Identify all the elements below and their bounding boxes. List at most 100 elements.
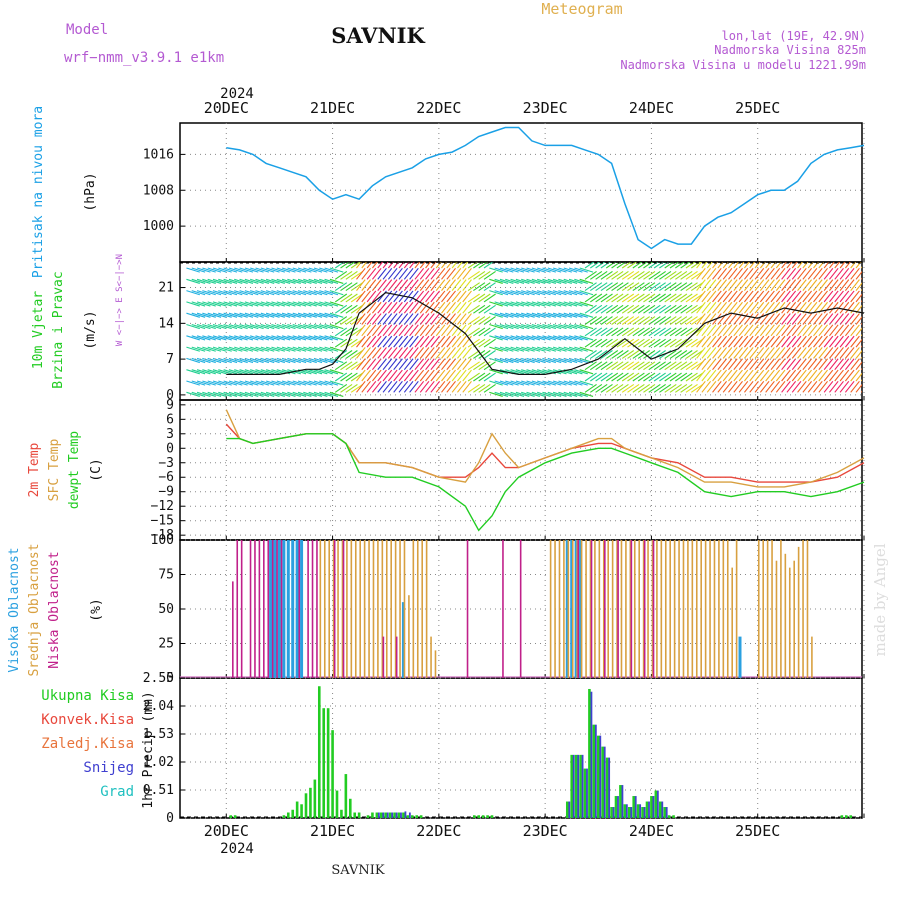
wind-barb <box>563 301 578 307</box>
wind-barb <box>239 267 254 273</box>
wind-barb <box>510 380 525 386</box>
wind-barb <box>467 327 480 337</box>
wind-barb <box>435 335 446 348</box>
wind-barb <box>738 358 749 371</box>
wind-barb <box>637 282 651 292</box>
wind-barb <box>600 383 613 393</box>
wind-barb <box>387 301 398 314</box>
wind-barb <box>659 338 672 348</box>
wind-barb <box>839 313 850 325</box>
wind-barb <box>839 301 850 314</box>
wind-barb <box>281 290 296 296</box>
wind-barb <box>462 380 472 393</box>
wind-barb <box>552 391 567 397</box>
wind-barb <box>366 279 377 291</box>
wind-barb <box>313 278 328 284</box>
wind-barb <box>616 282 629 292</box>
wind-barb <box>303 312 317 318</box>
wind-barb <box>637 293 651 303</box>
wind-barb <box>377 279 387 291</box>
wind-barb <box>207 312 222 318</box>
wind-barb <box>186 267 200 273</box>
wind-barb <box>319 369 333 375</box>
wind-barb <box>579 369 594 375</box>
wind-barb <box>637 270 651 280</box>
wind-barb <box>728 347 738 359</box>
wind-barb <box>834 301 844 314</box>
wind-barb <box>791 347 802 359</box>
wind-barb <box>425 347 435 359</box>
wind-barb <box>430 313 441 325</box>
wind-barb <box>829 324 839 337</box>
wind-barb <box>207 335 222 341</box>
precip-bar <box>641 807 644 818</box>
precip-bar <box>382 812 385 818</box>
wind-barb <box>271 391 285 397</box>
wind-barb <box>568 391 583 397</box>
wind-barb <box>690 282 704 292</box>
wind-barb <box>446 279 456 291</box>
wind-barb <box>244 335 259 341</box>
wind-barb <box>345 262 356 269</box>
wind-barb <box>340 270 353 280</box>
wind-barb <box>653 361 666 371</box>
wind-barb <box>738 290 749 303</box>
wind-barb <box>680 338 693 348</box>
wind-barb <box>451 301 462 314</box>
wind-barb <box>297 391 312 397</box>
wind-barb <box>595 350 608 359</box>
wind-barb <box>616 350 629 359</box>
wind-barb <box>759 324 770 337</box>
precip-bar <box>588 688 591 818</box>
wind-barb <box>775 369 786 382</box>
wind-barb <box>467 270 480 280</box>
wind-barb <box>345 350 358 359</box>
wind-barb <box>765 358 775 371</box>
wind-barb <box>600 361 613 371</box>
precip-bar <box>331 730 334 818</box>
wind-barb <box>521 290 535 296</box>
wind-barb <box>829 358 839 371</box>
wind-barb <box>813 313 823 325</box>
wind-barb <box>462 324 472 337</box>
wind-barb <box>786 262 793 269</box>
wind-barb <box>738 380 749 393</box>
wind-barb <box>749 301 759 314</box>
cloud-axis-title: Visoka Oblacnost <box>7 547 22 672</box>
wind-barb <box>712 335 722 348</box>
wind-barb <box>680 383 693 393</box>
wind-barb <box>499 335 514 341</box>
wind-barb <box>430 369 441 382</box>
wind-barb <box>659 383 672 393</box>
wind-barb <box>234 301 248 307</box>
wind-barb <box>743 301 754 314</box>
wind-barb <box>430 301 441 314</box>
wind-barb <box>489 380 503 386</box>
wind-barb <box>271 323 285 330</box>
wind-barb <box>701 267 712 280</box>
wind-barb <box>483 338 496 348</box>
wind-barb <box>813 358 823 371</box>
wind-barb <box>600 293 613 303</box>
wind-barb <box>775 335 786 348</box>
wind-barb <box>441 369 451 382</box>
precip-bar <box>665 807 668 818</box>
wind-barb <box>664 293 677 303</box>
wind-barb <box>521 391 535 397</box>
wind-barb <box>537 312 551 318</box>
wind-barb <box>605 338 619 348</box>
wind-barb <box>271 380 285 386</box>
wind-barb <box>350 338 364 348</box>
wind-barb <box>292 267 307 273</box>
wind-barb <box>350 282 364 292</box>
wind-barb <box>414 262 421 269</box>
wind-barb <box>329 380 344 386</box>
wind-barb <box>334 316 348 325</box>
wind-barb <box>510 290 525 296</box>
wind-barb <box>834 335 844 348</box>
day-label-bottom: 20DEC <box>204 822 249 840</box>
wind-barb <box>228 290 243 296</box>
wind-barb <box>775 301 786 314</box>
wind-barb <box>292 369 307 375</box>
bottom-time-axis: 2024 SAVNIK 20DEC 21DEC 22DEC 23DEC 24DEC 25D… <box>204 822 781 878</box>
